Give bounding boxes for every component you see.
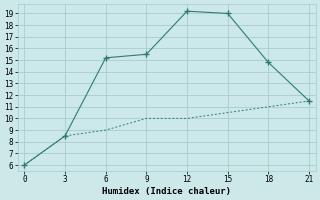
X-axis label: Humidex (Indice chaleur): Humidex (Indice chaleur) [102,187,231,196]
